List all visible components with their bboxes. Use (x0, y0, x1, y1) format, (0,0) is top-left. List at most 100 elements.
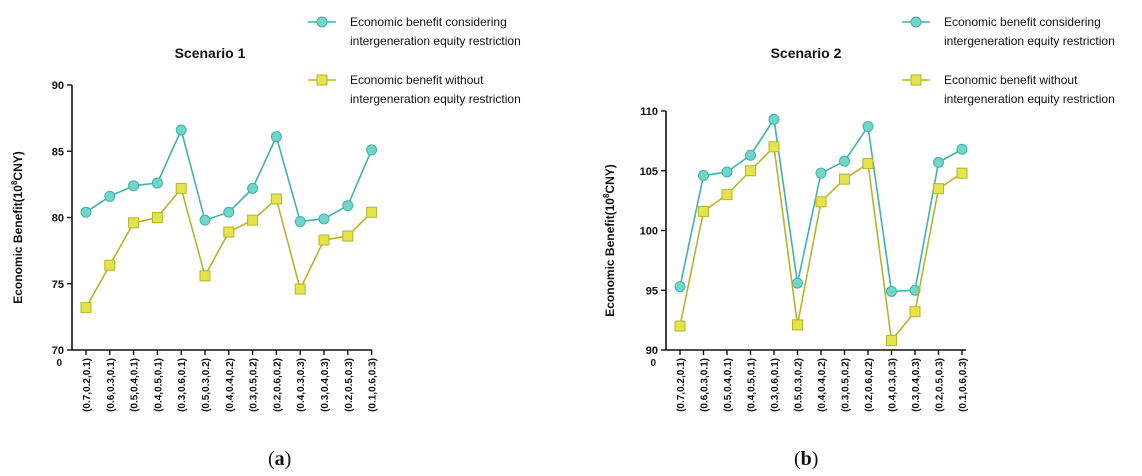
x-tick-label: (0.4,0.3,0.3) (888, 358, 899, 412)
data-point-0 (862, 121, 874, 133)
data-point-0 (745, 149, 756, 161)
data-point-1 (674, 320, 686, 332)
x-tick-label: (0.3,0.5,0.2) (841, 358, 852, 412)
x-tick-label: (0.4,0.5,0.1) (153, 358, 164, 412)
panel-label-a: (a) (268, 448, 291, 471)
x-tick-label: (0.4,0.3,0.3) (296, 358, 307, 412)
y-tick-label: 105 (640, 166, 658, 178)
y-axis-label-superscript: 8 (10, 180, 19, 185)
series-line-1 (85, 186, 373, 308)
y-axis-label-unit: CNY) (11, 151, 25, 180)
legend-marker-0 (910, 16, 922, 28)
y-tick-label: 95 (646, 285, 658, 297)
y-axis-label-superscript: 8 (602, 193, 611, 198)
data-point-0 (792, 277, 803, 289)
data-point-1 (862, 158, 874, 170)
x-tick-label: (0.3,0.4,0.3) (320, 358, 331, 412)
x-tick-label: (0.7,0.2,0.1) (676, 358, 687, 412)
legend-label-0: intergeneration equity restriction (944, 34, 1115, 48)
data-point-1 (294, 283, 306, 295)
data-point-0 (366, 144, 378, 156)
origin-label: 0 (56, 358, 62, 369)
data-point-0 (104, 190, 116, 202)
x-tick-label: (0.5,0.4,0.1) (723, 358, 734, 412)
legend-label-1: intergeneration equity restriction (944, 92, 1115, 106)
data-point-0 (698, 170, 709, 182)
legend-label-1: intergeneration equity restriction (350, 92, 521, 106)
x-tick-label: (0.2,0.5,0.3) (935, 358, 946, 412)
x-tick-label: (0.2,0.6,0.2) (864, 358, 875, 412)
panel-label-open: ( (268, 448, 275, 470)
x-tick-label: (0.3,0.6,0.1) (177, 358, 188, 412)
panel-label-close: ) (284, 448, 292, 470)
data-point-1 (768, 141, 780, 153)
data-point-1 (366, 206, 378, 218)
data-point-1 (199, 270, 211, 282)
y-tick-label: 75 (52, 279, 64, 291)
data-point-0 (721, 166, 733, 178)
chart-panel-a: Scenario 1 70 75 80 85 90 0 (0.7,0.2,0.1) (0.6,0… (10, 15, 521, 412)
data-point-0 (909, 284, 921, 296)
y-axis-label: Economic Benefit(108CNY) (10, 151, 25, 304)
data-point-1 (698, 205, 709, 217)
data-point-0 (151, 177, 163, 189)
x-tick-label: (0.1,0.6,0.3) (958, 358, 969, 412)
chart-title: Scenario 1 (175, 45, 246, 61)
legend-label-1: Economic benefit without (944, 73, 1078, 87)
x-tick-label: (0.5,0.3,0.2) (201, 358, 212, 412)
x-tick-label: (0.3,0.4,0.3) (911, 358, 922, 412)
data-point-1 (839, 173, 850, 185)
data-point-0 (933, 156, 944, 168)
data-point-1 (151, 212, 163, 223)
data-point-0 (223, 206, 235, 218)
data-point-0 (839, 155, 850, 167)
x-tick-label: (0.2,0.5,0.3) (344, 358, 355, 412)
data-point-1 (792, 319, 803, 331)
data-point-1 (247, 214, 259, 226)
data-point-1 (104, 259, 116, 271)
legend-marker-1 (910, 74, 922, 86)
data-point-1 (223, 226, 235, 238)
panel-label-b: (b) (794, 448, 818, 471)
data-point-0 (342, 200, 354, 212)
panel-label-letter: b (800, 448, 812, 470)
x-tick-label: (0.6,0.3,0.1) (106, 358, 117, 412)
y-tick-label: 110 (640, 106, 658, 118)
data-point-1 (909, 306, 921, 318)
data-point-1 (933, 183, 944, 195)
chart-panel-b: Scenario 2 90 95 100 105 110 0 (0.7,0.2,0.1) (0.… (602, 15, 1115, 412)
x-tick-label: (0.3,0.5,0.2) (249, 358, 260, 412)
legend-label-0: Economic benefit considering (944, 15, 1101, 29)
data-point-0 (318, 213, 330, 225)
data-point-0 (886, 285, 897, 297)
data-point-1 (80, 302, 92, 314)
legend-label-0: Economic benefit considering (350, 15, 507, 29)
y-tick-label: 90 (646, 345, 658, 357)
data-point-0 (175, 124, 187, 136)
x-tick-label: (0.4,0.5,0.1) (747, 358, 758, 412)
x-tick-label: (0.4,0.4,0.2) (817, 358, 828, 412)
data-point-0 (956, 143, 968, 155)
panel-label-close: ) (811, 448, 819, 470)
data-point-1 (815, 196, 827, 208)
data-point-1 (721, 189, 733, 201)
y-axis-label-unit: CNY) (603, 164, 617, 193)
origin-label: 0 (650, 358, 656, 369)
data-point-0 (815, 167, 827, 179)
x-tick-label: (0.6,0.3,0.1) (700, 358, 711, 412)
data-point-0 (768, 113, 780, 125)
data-point-1 (270, 193, 282, 205)
legend-marker-0 (316, 16, 328, 28)
data-point-1 (886, 334, 897, 346)
legend-label-0: intergeneration equity restriction (350, 34, 521, 48)
y-axis-label-text: Economic Benefit(10 (603, 198, 617, 317)
y-tick-label: 85 (52, 146, 64, 158)
data-point-1 (342, 230, 354, 242)
chart-title: Scenario 2 (771, 45, 842, 61)
y-tick-label: 80 (52, 213, 64, 225)
y-tick-label: 70 (52, 345, 64, 357)
data-point-0 (80, 206, 92, 218)
data-point-0 (674, 281, 686, 293)
panel-label-letter: a (274, 448, 285, 470)
